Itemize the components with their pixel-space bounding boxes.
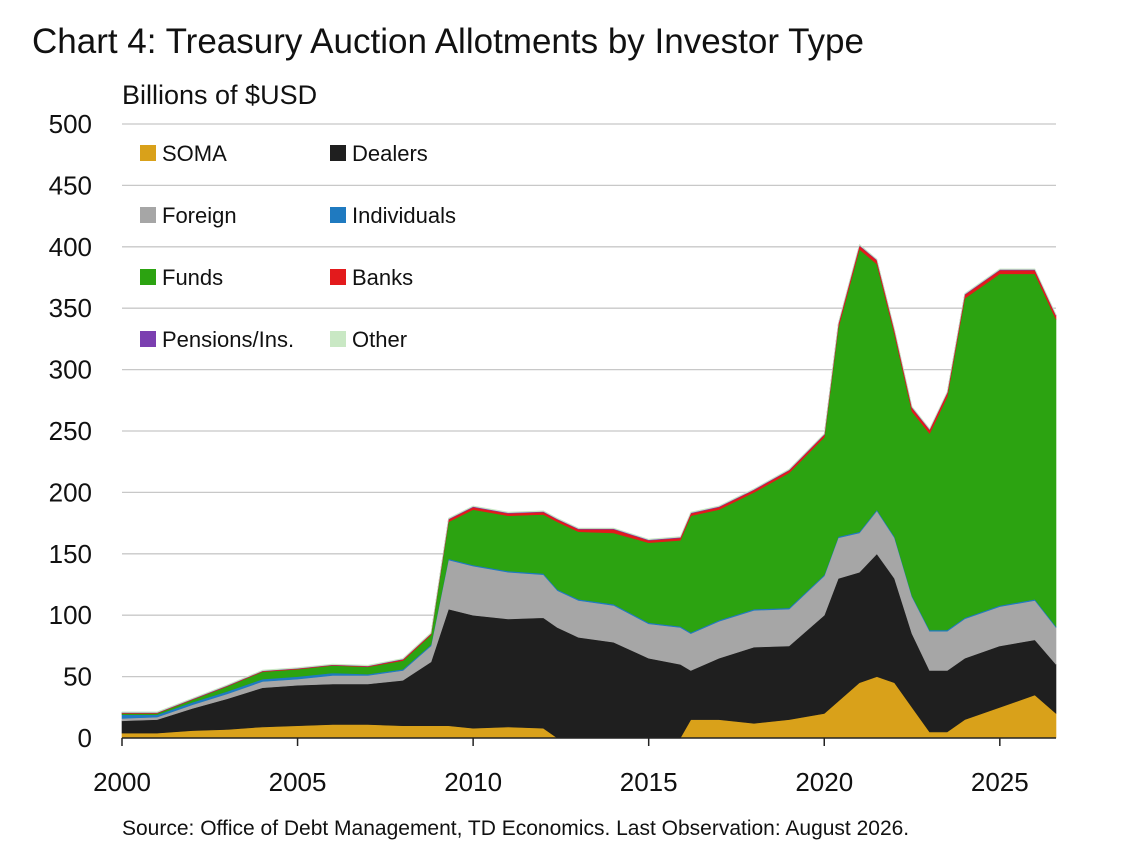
legend-label-banks: Banks [352,265,413,290]
legend-swatch-banks [330,269,346,285]
x-tick-label: 2000 [93,767,151,797]
legend-label-pensions-ins: Pensions/Ins. [162,327,294,352]
y-tick-label: 250 [49,416,92,446]
y-tick-label: 0 [78,723,92,753]
legend-swatch-foreign [140,207,156,223]
y-tick-label: 200 [49,477,92,507]
y-tick-label: 150 [49,539,92,569]
source-note: Source: Office of Debt Management, TD Ec… [122,817,910,840]
x-tick-label: 2020 [795,767,853,797]
x-tick-label: 2015 [620,767,678,797]
legend-label-individuals: Individuals [352,203,456,228]
legend-label-foreign: Foreign [162,203,237,228]
y-tick-label: 300 [49,355,92,385]
y-tick-label: 100 [49,600,92,630]
legend-label-other: Other [352,327,407,352]
series-area-other [121,244,1057,713]
legend-swatch-other [330,331,346,347]
series-areas [121,244,1057,739]
legend-label-soma: SOMA [162,141,227,166]
legend-swatch-dealers [330,145,346,161]
y-tick-label: 400 [49,232,92,262]
y-tick-label: 450 [49,170,92,200]
legend-label-dealers: Dealers [352,141,428,166]
y-axis-unit-label: Billions of $USD [122,80,318,110]
legend-swatch-individuals [330,207,346,223]
chart-title: Chart 4: Treasury Auction Allotments by … [32,22,864,61]
axes: 0 50 100 150 200 250 300 350 400 450 500 2000 2005 20… [49,109,1056,797]
legend-swatch-pensions-ins [140,331,156,347]
legend-label-funds: Funds [162,265,223,290]
legend: SOMA Dealers Foreign Individuals Funds Banks P… [140,141,456,352]
x-tick-label: 2005 [269,767,327,797]
legend-swatch-soma [140,145,156,161]
x-tick-label: 2010 [444,767,502,797]
y-tick-label: 350 [49,293,92,323]
y-tick-label: 500 [49,109,92,139]
x-tick-label: 2025 [971,767,1029,797]
y-tick-label: 50 [63,662,92,692]
legend-swatch-funds [140,269,156,285]
